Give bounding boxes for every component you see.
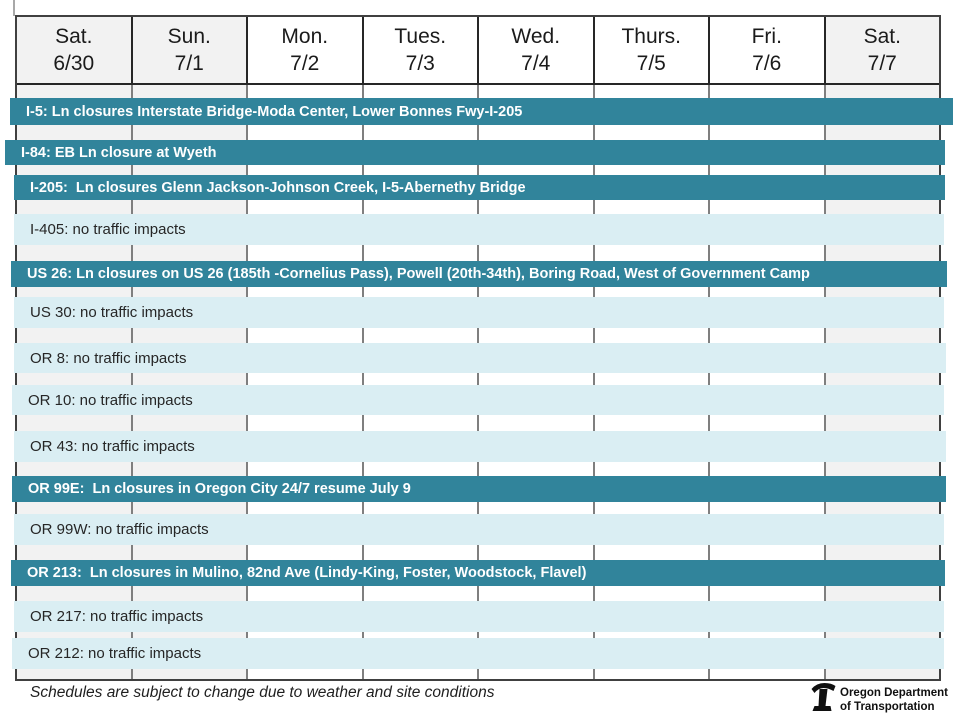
route-row-or-217: OR 217: no traffic impacts bbox=[14, 601, 944, 632]
day-date: 7/3 bbox=[405, 52, 435, 75]
day-date: 7/6 bbox=[752, 52, 782, 75]
route-row-i-405: I-405: no traffic impacts bbox=[14, 214, 944, 245]
day-date: 6/30 bbox=[53, 52, 95, 75]
odot-logo: Oregon Department of Transportation bbox=[810, 682, 948, 715]
day-name: Thurs. bbox=[621, 24, 681, 48]
route-row-or-212: OR 212: no traffic impacts bbox=[12, 638, 944, 669]
day-header-3: Tues. 7/3 bbox=[363, 17, 479, 83]
day-header-0: Sat. 6/30 bbox=[17, 17, 133, 83]
route-row-or-10: OR 10: no traffic impacts bbox=[12, 385, 944, 415]
day-header-6: Fri. 7/6 bbox=[710, 17, 826, 83]
logo-text-line1: Oregon Department bbox=[840, 687, 948, 699]
day-header-7: Sat. 7/7 bbox=[825, 17, 939, 83]
route-row-i-5: I-5: Ln closures Interstate Bridge-Moda … bbox=[10, 98, 953, 125]
route-row-or-99w: OR 99W: no traffic impacts bbox=[14, 514, 944, 545]
logo-text-line2: of Transportation bbox=[840, 700, 935, 713]
route-row-us-26: US 26: Ln closures on US 26 (185th -Corn… bbox=[11, 261, 947, 287]
day-date: 7/4 bbox=[521, 52, 551, 75]
route-row-us-30: US 30: no traffic impacts bbox=[14, 297, 944, 328]
day-date: 7/2 bbox=[290, 52, 320, 75]
route-row-i-84: I-84: EB Ln closure at Wyeth bbox=[5, 140, 945, 165]
day-name: Mon. bbox=[281, 24, 329, 48]
route-row-or-213: OR 213: Ln closures in Mulino, 82nd Ave … bbox=[11, 560, 945, 586]
day-name: Tues. bbox=[394, 24, 447, 48]
schedule-disclaimer: Schedules are subject to change due to w… bbox=[30, 684, 495, 701]
day-header-4: Wed. 7/4 bbox=[479, 17, 595, 83]
day-name: Fri. bbox=[751, 24, 782, 48]
day-name: Sat. bbox=[55, 24, 93, 48]
day-name: Sat. bbox=[863, 24, 901, 48]
table-edge-artifact bbox=[13, 0, 15, 16]
day-header-2: Mon. 7/2 bbox=[248, 17, 364, 83]
route-row-i-205: I-205: Ln closures Glenn Jackson-Johnson… bbox=[14, 175, 945, 200]
day-header-row: Sat. 6/30 Sun. 7/1 Mon. 7/2 Tues. 7/3 Wed. 7/4 Thu… bbox=[17, 17, 939, 85]
day-name: Sun. bbox=[167, 24, 211, 48]
day-date: 7/1 bbox=[174, 52, 204, 75]
day-header-1: Sun. 7/1 bbox=[132, 17, 248, 83]
odot-logo-text: Oregon Department of Transportation bbox=[840, 682, 948, 715]
odot-logo-icon bbox=[811, 683, 836, 711]
day-date: 7/5 bbox=[636, 52, 666, 75]
day-header-5: Thurs. 7/5 bbox=[594, 17, 710, 83]
route-row-or-8: OR 8: no traffic impacts bbox=[14, 343, 946, 373]
route-row-or-43: OR 43: no traffic impacts bbox=[14, 431, 946, 462]
day-name: Wed. bbox=[511, 24, 561, 48]
route-row-or-99e: OR 99E: Ln closures in Oregon City 24/7 … bbox=[12, 476, 946, 502]
day-date: 7/7 bbox=[867, 52, 897, 75]
